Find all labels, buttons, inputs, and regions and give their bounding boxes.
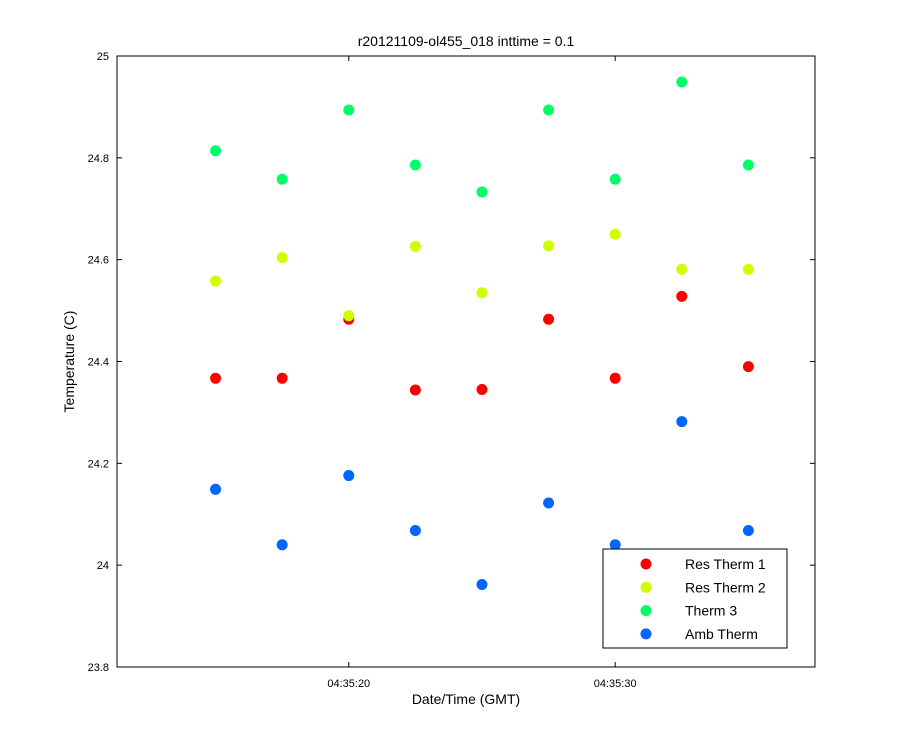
legend-label: Res Therm 2 [685, 579, 766, 595]
data-point [476, 186, 488, 198]
data-point [543, 313, 555, 325]
series-amb-therm [210, 416, 754, 591]
data-point [343, 470, 355, 482]
data-point [409, 384, 421, 396]
legend-item: Therm 3 [640, 603, 737, 619]
legend-marker [640, 605, 652, 617]
data-point [210, 145, 222, 157]
data-point [609, 539, 621, 551]
data-point [276, 252, 288, 264]
data-point [210, 275, 222, 287]
data-point [476, 384, 488, 396]
legend-item: Res Therm 1 [640, 556, 766, 572]
data-point [742, 525, 754, 537]
data-point [543, 497, 555, 509]
y-tick-label: 24.2 [88, 458, 109, 470]
data-point [476, 287, 488, 299]
y-axis-label: Temperature (C) [61, 311, 77, 413]
legend-item: Amb Therm [640, 626, 758, 642]
data-point [676, 416, 688, 428]
data-point [609, 228, 621, 240]
data-point [742, 361, 754, 373]
x-axis-ticks: 04:35:20 04:35:30 [327, 56, 637, 690]
legend: Res Therm 1 Res Therm 2 Therm 3 Amb Therm [602, 548, 788, 649]
legend-marker [640, 628, 652, 640]
data-point [676, 290, 688, 302]
x-tick-label: 04:35:20 [327, 678, 370, 690]
y-tick-label: 24.4 [88, 357, 109, 369]
data-point [210, 372, 222, 384]
legend-label: Res Therm 1 [685, 556, 766, 572]
legend-label: Amb Therm [685, 626, 758, 642]
data-point [409, 240, 421, 252]
y-tick-label: 24.6 [88, 255, 109, 267]
data-point [276, 539, 288, 551]
data-point [609, 173, 621, 185]
data-point [409, 525, 421, 537]
data-point [276, 173, 288, 185]
x-axis-label: Date/Time (GMT) [412, 691, 520, 707]
y-tick-label: 24.8 [88, 153, 109, 165]
data-point [276, 372, 288, 384]
legend-marker [640, 581, 652, 593]
data-point [742, 159, 754, 171]
data-point [676, 76, 688, 88]
series-therm-3 [210, 76, 754, 198]
data-point [676, 263, 688, 275]
data-point [476, 579, 488, 591]
y-tick-label: 24 [97, 560, 109, 572]
data-point [543, 240, 555, 252]
series-res-therm-2 [210, 228, 754, 322]
y-tick-label: 25 [97, 51, 109, 63]
x-tick-label: 04:35:30 [594, 678, 637, 690]
data-point [742, 263, 754, 275]
y-axis-ticks: 23.8 24 24.2 24.4 24.6 24.8 25 [88, 51, 815, 674]
data-point [409, 159, 421, 171]
y-tick-label: 23.8 [88, 662, 109, 674]
legend-marker [640, 558, 652, 570]
legend-box [602, 548, 788, 649]
data-point [210, 483, 222, 495]
data-point [343, 310, 355, 322]
data-point [543, 104, 555, 116]
legend-label: Therm 3 [685, 603, 737, 619]
data-point [343, 104, 355, 116]
data-points [210, 76, 754, 591]
data-point [609, 372, 621, 384]
legend-item: Res Therm 2 [640, 579, 766, 595]
chart-title: r20121109-ol455_018 inttime = 0.1 [358, 33, 575, 49]
